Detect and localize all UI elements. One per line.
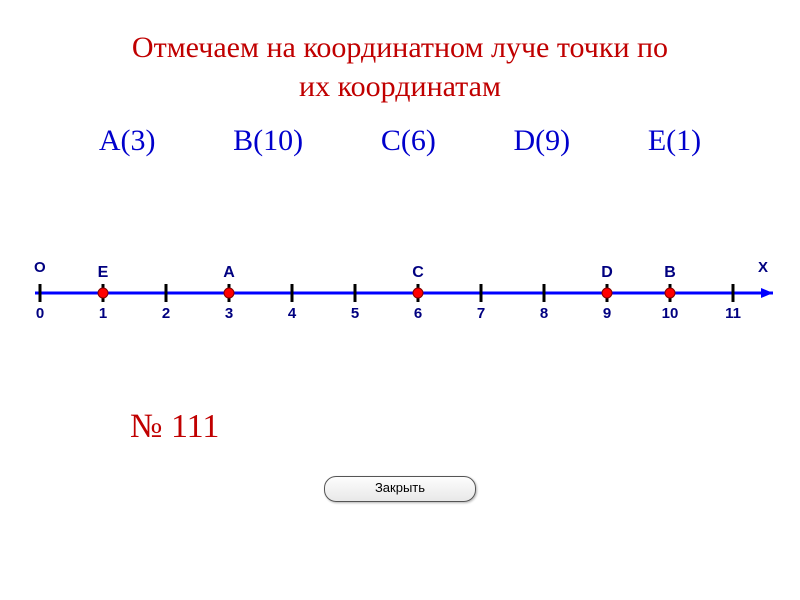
- svg-text:1: 1: [99, 305, 107, 322]
- svg-text:B: B: [664, 264, 676, 281]
- number-line: 0 1 2 3 4 5 6 7 8 9 10 11 E A C D B O X: [20, 248, 780, 338]
- svg-text:C: C: [412, 264, 424, 281]
- svg-text:6: 6: [414, 305, 422, 322]
- svg-text:7: 7: [477, 305, 485, 322]
- svg-text:5: 5: [351, 305, 359, 322]
- svg-text:2: 2: [162, 305, 170, 322]
- svg-text:9: 9: [603, 305, 611, 322]
- x-axis-label: X: [758, 259, 768, 276]
- svg-text:D: D: [601, 264, 613, 281]
- coord-label-a: A(3): [99, 124, 156, 158]
- svg-text:11: 11: [725, 305, 741, 322]
- page-title: Отмечаем на координатном луче точки по и…: [0, 28, 800, 106]
- svg-text:4: 4: [288, 305, 297, 322]
- coord-label-e: E(1): [648, 124, 701, 158]
- coord-label-c: C(6): [381, 124, 436, 158]
- svg-text:10: 10: [662, 305, 679, 322]
- origin-label: O: [34, 259, 46, 276]
- svg-text:0: 0: [36, 305, 44, 322]
- svg-text:E: E: [98, 264, 109, 281]
- svg-text:A: A: [223, 264, 235, 281]
- svg-text:3: 3: [225, 305, 233, 322]
- coord-label-d: D(9): [514, 124, 571, 158]
- coord-label-b: B(10): [233, 124, 303, 158]
- number-line-svg: 0 1 2 3 4 5 6 7 8 9 10 11 E A C D B: [20, 248, 780, 338]
- close-button[interactable]: Закрыть: [324, 476, 476, 502]
- svg-text:8: 8: [540, 305, 548, 322]
- coordinate-labels-row: A(3) B(10) C(6) D(9) E(1): [60, 124, 740, 158]
- title-line-1: Отмечаем на координатном луче точки по: [40, 28, 760, 67]
- problem-number: № 111: [130, 408, 800, 446]
- title-line-2: их координатам: [40, 67, 760, 106]
